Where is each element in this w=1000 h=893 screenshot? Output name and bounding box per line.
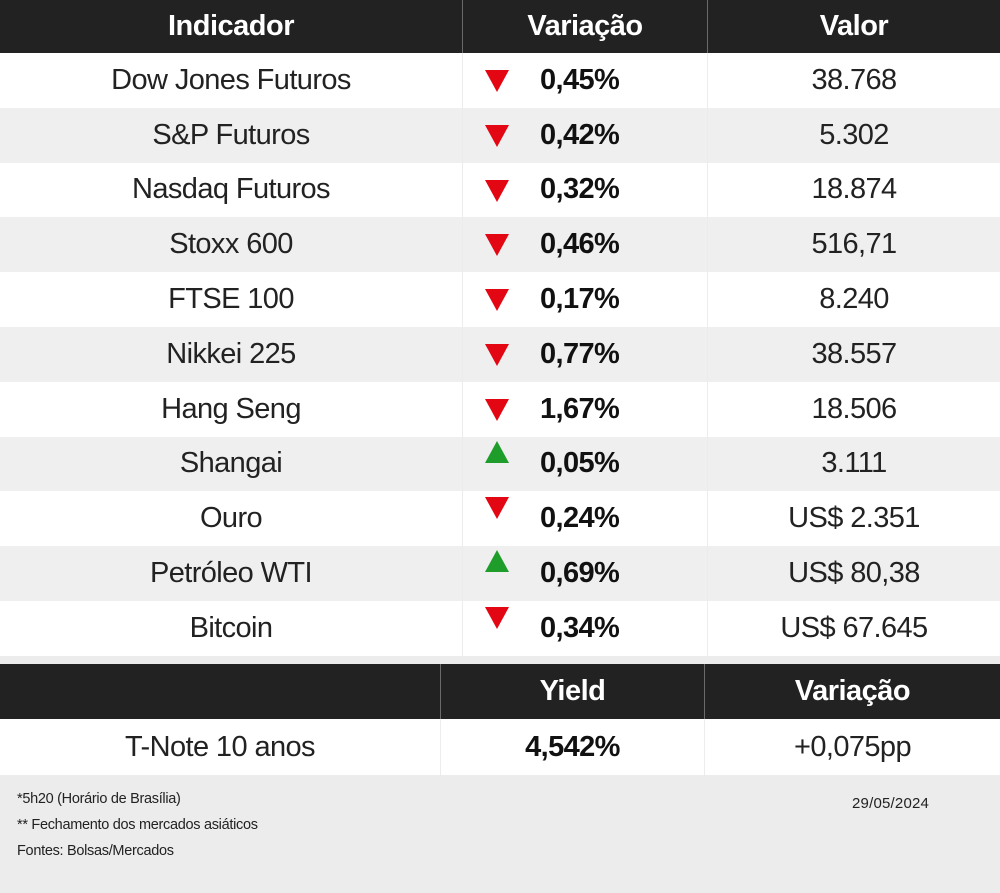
table-row: Bitcoin 0,34% US$ 67.645 xyxy=(0,600,1000,656)
change-cell: 0,24% xyxy=(462,491,707,547)
indicator-name: Ouro xyxy=(199,502,263,535)
change-percent: 0,46% xyxy=(540,228,620,261)
change-percent: 0,69% xyxy=(540,557,620,590)
indicator-name: Hang Seng xyxy=(161,392,301,425)
table-row: Shangai 0,05% 3.111 xyxy=(0,436,1000,492)
down-arrow-icon xyxy=(485,179,509,202)
table-header: Indicador Variação Valor xyxy=(0,0,1000,53)
header-variacao: Variação xyxy=(462,0,707,53)
indicator-value: 38.557 xyxy=(707,326,1000,382)
header-valor: Valor xyxy=(707,0,1000,53)
header-indicador: Indicador xyxy=(167,10,295,42)
bond-change: +0,075pp xyxy=(704,719,1000,775)
indicator-name: Nikkei 225 xyxy=(166,337,296,370)
change-percent: 0,24% xyxy=(540,502,620,535)
footnotes: *5h20 (Horário de Brasília) ** Fechament… xyxy=(17,790,258,868)
header-blank xyxy=(0,664,440,719)
indicator-name: Bitcoin xyxy=(189,611,273,644)
table-row: Hang Seng 1,67% 18.506 xyxy=(0,381,1000,437)
down-arrow-icon xyxy=(485,70,509,92)
indicator-value: 18.506 xyxy=(707,381,1000,437)
down-arrow-icon xyxy=(485,343,509,366)
header-variacao-yield: Variação xyxy=(704,664,1000,719)
table-row: S&P Futuros 0,42% 5.302 xyxy=(0,107,1000,163)
change-cell: 0,34% xyxy=(462,600,707,656)
table-row: T-Note 10 anos 4,542% +0,075pp xyxy=(0,719,1000,775)
indicator-value: 38.768 xyxy=(707,53,1000,108)
publish-date: 29/05/2024 xyxy=(852,795,930,812)
table-body: Dow Jones Futuros 0,45% 38.768 S&P Futuros 0… xyxy=(0,53,1000,656)
change-cell: 0,77% xyxy=(462,326,707,382)
change-percent: 0,45% xyxy=(540,63,620,96)
table-row: FTSE 100 0,17% 8.240 xyxy=(0,272,1000,327)
indicator-name: Petróleo WTI xyxy=(149,557,313,590)
treasury-yield-table: Yield Variação T-Note 10 anos 4,542% +0,… xyxy=(0,664,1000,775)
indicator-value: US$ 67.645 xyxy=(707,600,1000,656)
header-yield: Yield xyxy=(440,664,704,719)
indicator-value: 5.302 xyxy=(707,107,1000,163)
table-row: Nikkei 225 0,77% 38.557 xyxy=(0,326,1000,382)
indicator-value: 18.874 xyxy=(707,162,1000,218)
change-cell: 1,67% xyxy=(462,381,707,437)
indicator-name: S&P Futuros xyxy=(152,118,310,151)
up-arrow-icon xyxy=(485,550,509,573)
table-row: Nasdaq Futuros 0,32% 18.874 xyxy=(0,162,1000,218)
indicator-name: Dow Jones Futuros xyxy=(111,63,351,96)
indicator-value: 3.111 xyxy=(707,436,1000,492)
change-cell: 0,32% xyxy=(462,162,707,218)
down-arrow-icon xyxy=(485,398,509,421)
indicator-name: Stoxx 600 xyxy=(169,228,293,261)
change-percent: 0,05% xyxy=(540,447,620,480)
bond-yield: 4,542% xyxy=(440,719,704,775)
indicator-name: Shangai xyxy=(179,447,283,480)
footnote-time: *5h20 (Horário de Brasília) xyxy=(17,791,181,807)
change-cell: 0,05% xyxy=(462,436,707,492)
indicator-value: 8.240 xyxy=(707,272,1000,327)
indicator-value: 516,71 xyxy=(707,217,1000,273)
table-row: Dow Jones Futuros 0,45% 38.768 xyxy=(0,53,1000,108)
indicator-value: US$ 80,38 xyxy=(707,546,1000,601)
table-row: Stoxx 600 0,46% 516,71 xyxy=(0,217,1000,273)
down-arrow-icon xyxy=(485,289,509,312)
up-arrow-icon xyxy=(485,440,509,463)
change-cell: 0,69% xyxy=(462,546,707,601)
change-percent: 0,77% xyxy=(540,337,620,370)
down-arrow-icon xyxy=(485,497,509,520)
table-row: Ouro 0,24% US$ 2.351 xyxy=(0,491,1000,547)
down-arrow-icon xyxy=(485,124,509,147)
change-percent: 0,34% xyxy=(540,611,620,644)
change-cell: 0,42% xyxy=(462,107,707,163)
indicator-name: Nasdaq Futuros xyxy=(132,173,331,206)
indicator-value: US$ 2.351 xyxy=(707,491,1000,547)
change-cell: 0,46% xyxy=(462,217,707,273)
market-indicators-table: Indicador Variação Valor Dow Jones Futur… xyxy=(0,0,1000,656)
yield-table-header: Yield Variação xyxy=(0,664,1000,719)
footnote-sources: Fontes: Bolsas/Mercados xyxy=(17,843,174,859)
change-percent: 0,42% xyxy=(540,118,620,151)
footnote-asian-markets: ** Fechamento dos mercados asiáticos xyxy=(17,817,258,833)
down-arrow-icon xyxy=(485,234,509,257)
bond-name: T-Note 10 anos xyxy=(125,730,315,763)
change-cell: 0,45% xyxy=(462,53,707,108)
indicator-name: FTSE 100 xyxy=(168,283,294,316)
change-cell: 0,17% xyxy=(462,272,707,327)
change-percent: 1,67% xyxy=(540,392,620,425)
change-percent: 0,32% xyxy=(540,173,620,206)
change-percent: 0,17% xyxy=(540,283,620,316)
table-row: Petróleo WTI 0,69% US$ 80,38 xyxy=(0,546,1000,601)
down-arrow-icon xyxy=(485,606,509,629)
